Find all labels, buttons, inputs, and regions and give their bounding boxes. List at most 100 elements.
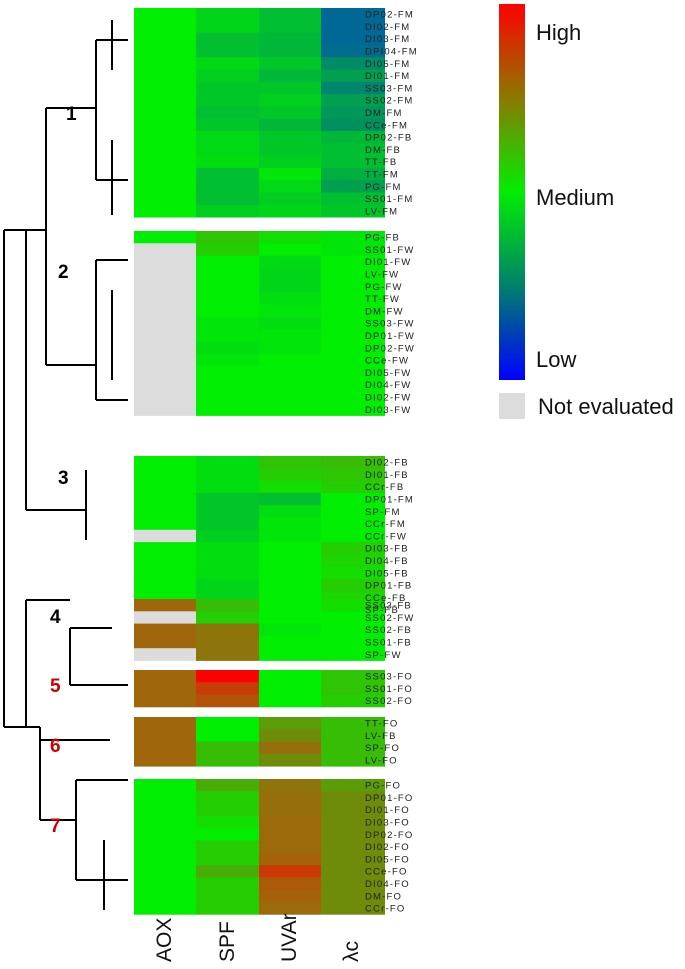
row-label: DP01-FW xyxy=(365,331,415,342)
heatmap-cell-aox-ss02-fw xyxy=(134,611,196,624)
heatmap-cell-spf-ccr-fb xyxy=(196,480,259,494)
heatmap-cell-spf-ss02-fb xyxy=(196,623,259,637)
heatmap-cell-uvar-ss03-fw xyxy=(259,317,321,330)
row-label: PG-FM xyxy=(365,182,402,193)
legend-medium-label: Medium xyxy=(536,185,614,210)
heatmap-cell-spf-dm-fb xyxy=(196,143,259,156)
heatmap-cell-λc-ss01-fm xyxy=(321,192,385,206)
heatmap-cell-spf-lv-fo xyxy=(196,753,259,767)
heatmap-cell-uvar-di02-fb xyxy=(259,456,321,469)
row-label: SS02-FO xyxy=(365,696,413,707)
heatmap-cell-uvar-ss02-fo xyxy=(259,694,321,708)
heatmap-cell-spf-di03-fb xyxy=(196,542,259,555)
heatmap-cell-aox-di02-fo xyxy=(134,840,196,854)
row-label: DI02-FO xyxy=(365,842,410,853)
heatmap-cell-λc-pg-fo xyxy=(321,779,385,792)
heatmap-cell-spf-dp01-fo xyxy=(196,791,259,804)
heatmap-cell-uvar-cce-fm xyxy=(259,118,321,132)
row-label: SS03-FW xyxy=(365,319,415,330)
heatmap-cell-uvar-ss03-fb xyxy=(259,599,321,612)
heatmap-cell-λc-di02-fo xyxy=(321,840,385,854)
heatmap-cell-spf-sp-fo xyxy=(196,741,259,755)
row-label: DI01-FW xyxy=(365,257,411,268)
dendrogram-cluster-3-branch xyxy=(26,470,87,540)
heatmap-cell-aox-pg-fw xyxy=(134,280,196,293)
heatmap-cell-λc-sp-fm xyxy=(321,505,385,518)
heatmap-cell-λc-ss01-fo xyxy=(321,682,385,695)
heatmap-cell-spf-lv-fb xyxy=(196,729,259,742)
cluster-block-6 xyxy=(134,717,385,767)
heatmap-cell-aox-di01-fw xyxy=(134,255,196,269)
cluster-label-5: 5 xyxy=(50,676,61,697)
heatmap-cell-spf-di04-fw xyxy=(196,378,259,392)
heatmap-cell-uvar-ccr-fm xyxy=(259,517,321,531)
legend-not-evaluated-swatch xyxy=(499,393,525,419)
row-label: SS03-FM xyxy=(365,83,414,94)
heatmap-cell-spf-cce-fo xyxy=(196,865,259,878)
heatmap-cell-uvar-di03-fb xyxy=(259,542,321,555)
heatmap-cell-spf-di04-fb xyxy=(196,554,259,568)
heatmap-cell-λc-di04-fb xyxy=(321,554,385,568)
row-label: CCe-FW xyxy=(365,356,409,367)
cluster-block-4 xyxy=(134,599,385,661)
cluster-block-7 xyxy=(134,779,385,915)
heatmap-cell-λc-ss03-fo xyxy=(321,670,385,683)
heatmap-cell-aox-dm-fm xyxy=(134,106,196,120)
column-label-spf: SPF xyxy=(216,921,239,962)
heatmap-cells xyxy=(134,8,385,915)
heatmap-cell-aox-sp-fo xyxy=(134,741,196,755)
heatmap-cell-uvar-ss02-fw xyxy=(259,611,321,624)
heatmap-cell-uvar-dm-fm xyxy=(259,106,321,120)
heatmap-cell-spf-tt-fm xyxy=(196,167,259,181)
heatmap-cell-spf-dm-fw xyxy=(196,304,259,318)
heatmap-cell-uvar-lv-fm xyxy=(259,204,321,218)
heatmap-cell-spf-dm-fo xyxy=(196,889,259,903)
heatmap-cell-uvar-cce-fo xyxy=(259,865,321,878)
heatmap-cell-spf-di04-fo xyxy=(196,877,259,891)
heatmap-cell-spf-ss01-fm xyxy=(196,192,259,206)
row-label: LV-FW xyxy=(365,269,399,280)
heatmap-cell-spf-di02-fw xyxy=(196,390,259,404)
heatmap-cell-aox-ss01-fo xyxy=(134,682,196,695)
heatmap-cell-spf-di05-fb xyxy=(196,566,259,580)
heatmap-cell-aox-ccr-fm xyxy=(134,517,196,531)
row-labels: DP02-FMDI02-FMDI03-FMDPI04-FMDI05-FMDI01… xyxy=(365,10,418,915)
heatmap-cell-aox-cce-fo xyxy=(134,865,196,878)
heatmap-cell-spf-ss02-fw xyxy=(196,611,259,624)
heatmap-cell-aox-ss01-fm xyxy=(134,192,196,206)
dendrogram-lower-branch xyxy=(25,599,70,728)
row-label: DP02-FW xyxy=(365,343,415,354)
cluster-labels: 1 2 3 4 5 6 7 xyxy=(50,104,77,837)
heatmap-cell-spf-di03-fm xyxy=(196,32,259,46)
row-label: SP-FO xyxy=(365,743,400,754)
heatmap-cell-λc-ss02-fw xyxy=(321,611,385,624)
heatmap-cell-aox-di04-fo xyxy=(134,877,196,891)
legend-low-label: Low xyxy=(536,347,576,372)
heatmap-cell-uvar-di02-fw xyxy=(259,390,321,404)
heatmap-cell-aox-di04-fb xyxy=(134,554,196,568)
heatmap-cell-uvar-di03-fm xyxy=(259,32,321,46)
color-legend: High Medium Low Not evaluated xyxy=(499,4,674,419)
row-label: DPI04-FM xyxy=(365,46,418,57)
row-label: SS02-FM xyxy=(365,96,414,107)
heatmap-cell-spf-di05-fw xyxy=(196,366,259,379)
heatmap-cell-aox-di01-fm xyxy=(134,69,196,83)
heatmap-cell-spf-lv-fm xyxy=(196,204,259,218)
heatmap-cell-aox-di05-fo xyxy=(134,852,196,866)
heatmap-cell-uvar-dm-fw xyxy=(259,304,321,318)
heatmap-cell-aox-ss01-fb xyxy=(134,635,196,649)
row-label: SS03-FB xyxy=(365,601,412,612)
heatmap-cell-λc-ccr-fw xyxy=(321,529,385,543)
cluster-block-2 xyxy=(134,231,385,416)
legend-gradient-bar xyxy=(499,4,525,380)
heatmap-cell-spf-dp02-fo xyxy=(196,828,259,841)
heatmap-cell-aox-pg-fb xyxy=(134,231,196,244)
column-label-lambda-c: λc xyxy=(340,941,363,962)
row-label: DI05-FB xyxy=(365,568,409,579)
heatmap-cell-uvar-tt-fm xyxy=(259,167,321,181)
heatmap-cell-aox-dp01-fm xyxy=(134,492,196,506)
heatmap-cell-λc-dm-fw xyxy=(321,304,385,318)
heatmap-cell-λc-dp01-fw xyxy=(321,329,385,343)
heatmap-cell-spf-ss02-fm xyxy=(196,94,259,107)
heatmap-cell-uvar-di03-fo xyxy=(259,815,321,829)
